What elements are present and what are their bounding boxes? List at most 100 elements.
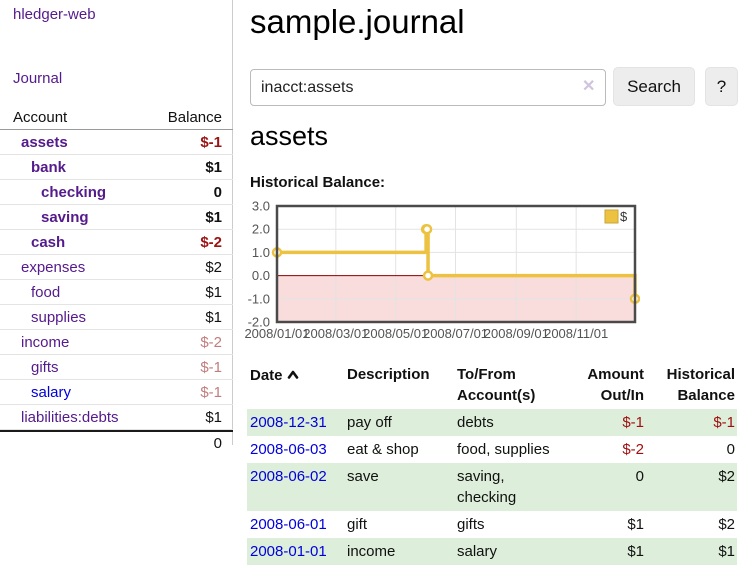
- account-link-food[interactable]: food: [31, 283, 61, 301]
- transaction-date-link[interactable]: 2008-06-03: [250, 441, 327, 458]
- transaction-accounts: saving, checking: [457, 463, 575, 511]
- svg-text:2008/09/01: 2008/09/01: [484, 326, 549, 341]
- svg-text:2008/01/01: 2008/01/01: [244, 326, 309, 341]
- account-row: saving $1: [0, 205, 233, 230]
- register-header-balance: Historical Balance: [666, 366, 735, 404]
- account-balance: $-1: [200, 383, 222, 401]
- transaction-balance: $2: [644, 463, 737, 511]
- account-row: liabilities:debts $1: [0, 405, 233, 430]
- app-brand-link[interactable]: hledger-web: [13, 6, 96, 23]
- transaction-amount: $-2: [622, 441, 644, 458]
- account-link-salary[interactable]: salary: [31, 383, 72, 401]
- register-row: 2008-06-02 save saving, checking 0 $2: [247, 463, 737, 511]
- transaction-description: income: [347, 538, 457, 565]
- account-balance: $1: [205, 208, 222, 226]
- transaction-description: save: [347, 463, 457, 511]
- account-row: gifts $-1: [0, 355, 233, 380]
- account-row: income $-2: [0, 330, 233, 355]
- account-link-checking[interactable]: checking: [41, 183, 107, 201]
- register-row: 2008-01-01 income salary $1 $1: [247, 538, 737, 565]
- account-balance: $-2: [200, 233, 222, 251]
- account-row: bank $1: [0, 155, 233, 180]
- register-header-date-label: Date: [250, 367, 283, 384]
- transaction-accounts: salary: [457, 538, 575, 565]
- account-balance: $1: [205, 158, 222, 176]
- svg-text:$: $: [620, 209, 628, 224]
- account-link-cash[interactable]: cash: [31, 233, 66, 251]
- help-button[interactable]: ?: [705, 67, 738, 106]
- register-header-amount: Amount Out/In: [587, 366, 644, 404]
- svg-text:2008/05/01: 2008/05/01: [363, 326, 428, 341]
- transaction-date-link[interactable]: 2008-06-02: [250, 468, 327, 485]
- sort-ascending-icon: [287, 364, 299, 385]
- account-balance: $-1: [200, 358, 222, 376]
- account-column-header: Account: [13, 108, 68, 126]
- transaction-amount: 0: [575, 463, 644, 511]
- transaction-date-link[interactable]: 2008-12-31: [250, 414, 327, 431]
- account-balance: $1: [205, 308, 222, 326]
- account-link-gifts[interactable]: gifts: [31, 358, 59, 376]
- register-header-accounts: To/From Account(s): [457, 366, 536, 404]
- svg-text:1.0: 1.0: [252, 245, 270, 260]
- account-link-income[interactable]: income: [21, 333, 70, 351]
- svg-text:-2.0: -2.0: [248, 315, 270, 330]
- register-table: Date Description To/From Account(s) Amou…: [247, 361, 737, 565]
- search-button[interactable]: Search: [613, 67, 695, 106]
- accounts-table-header: Account Balance: [0, 105, 233, 130]
- transaction-balance: $2: [718, 516, 735, 533]
- account-row: assets $-1: [0, 130, 233, 155]
- sidebar: hledger-web Journal Account Balance asse…: [0, 0, 233, 452]
- svg-text:2008/07/01: 2008/07/01: [423, 326, 488, 341]
- register-header-date[interactable]: Date: [247, 361, 347, 409]
- transaction-amount: $1: [627, 516, 644, 533]
- account-row: expenses $2: [0, 255, 233, 280]
- balance-column-header: Balance: [167, 108, 222, 126]
- svg-text:-1.0: -1.0: [248, 291, 270, 306]
- account-balance: 0: [213, 183, 222, 201]
- transaction-balance: $1: [644, 538, 737, 565]
- account-balance: $-2: [200, 333, 222, 351]
- account-link-assets[interactable]: assets: [21, 133, 68, 151]
- page-title: sample.journal: [250, 3, 465, 40]
- svg-text:2.0: 2.0: [252, 222, 270, 237]
- account-link-bank[interactable]: bank: [31, 158, 67, 176]
- accounts-total: 0: [0, 430, 233, 456]
- svg-text:2008/03/01: 2008/03/01: [303, 326, 368, 341]
- sidebar-item-journal[interactable]: Journal: [13, 70, 63, 87]
- transaction-accounts: gifts: [457, 516, 485, 533]
- svg-text:0.0: 0.0: [252, 268, 270, 283]
- register-row: 2008-06-03 eat & shop food, supplies $-2…: [247, 436, 737, 463]
- account-row: checking 0: [0, 180, 233, 205]
- account-row: salary $-1: [0, 380, 233, 405]
- transaction-description: pay off: [347, 409, 457, 436]
- account-balance: $1: [205, 408, 222, 426]
- account-heading: assets: [250, 121, 329, 151]
- transaction-balance: 0: [726, 441, 735, 458]
- balance-chart-svg: 2008/01/012008/03/012008/05/012008/07/01…: [244, 199, 641, 341]
- account-link-liabilities-debts[interactable]: liabilities:debts: [21, 408, 119, 426]
- clear-search-icon[interactable]: ✕: [582, 78, 596, 95]
- transaction-description: eat & shop: [347, 441, 419, 458]
- account-link-saving[interactable]: saving: [41, 208, 89, 226]
- register-row: 2008-12-31 pay off debts $-1 $-1: [247, 409, 737, 436]
- transaction-accounts: debts: [457, 409, 575, 436]
- transaction-date-link[interactable]: 2008-06-01: [250, 516, 327, 533]
- search-input[interactable]: [250, 69, 606, 106]
- account-row: food $1: [0, 280, 233, 305]
- main-content: sample.journal ✕ Search ? assets Histori…: [244, 0, 742, 582]
- transaction-accounts: food, supplies: [457, 441, 550, 458]
- transaction-balance: $-1: [644, 409, 737, 436]
- svg-text:3.0: 3.0: [252, 199, 270, 214]
- transaction-date-link[interactable]: 2008-01-01: [250, 543, 327, 560]
- chart-label: Historical Balance:: [250, 174, 386, 191]
- account-balance: $2: [205, 258, 222, 276]
- account-balance: $-1: [200, 133, 222, 151]
- historical-balance-chart: 2008/01/01 2008/03/01 2008/05/01 2008/07/01…: [240, 198, 641, 348]
- account-link-supplies[interactable]: supplies: [31, 308, 87, 326]
- accounts-table: Account Balance assets $-1 bank $1 check…: [0, 105, 233, 456]
- transaction-amount: $-1: [575, 409, 644, 436]
- account-row: supplies $1: [0, 305, 233, 330]
- register-row: 2008-06-01 gift gifts $1 $2: [247, 511, 737, 538]
- account-link-expenses[interactable]: expenses: [21, 258, 86, 276]
- account-balance: $1: [205, 283, 222, 301]
